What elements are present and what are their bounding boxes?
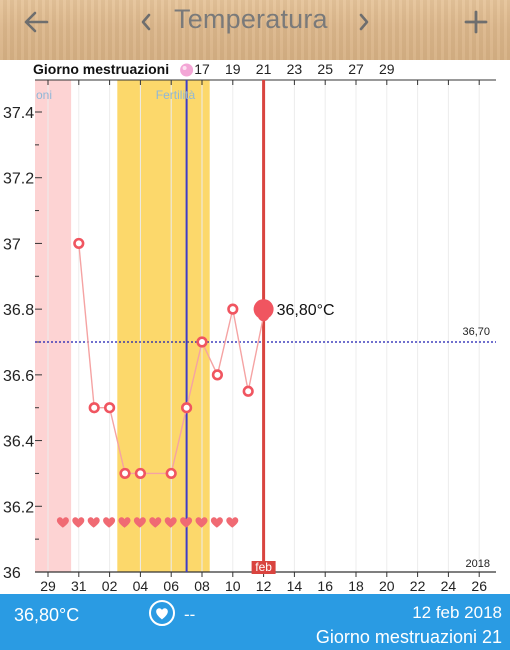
y-tick-label: 37 — [3, 236, 21, 253]
period-band-label: oni — [36, 88, 52, 102]
top-app-bar: Temperatura — [0, 0, 510, 60]
cycle-day-tick-label: 23 — [287, 61, 303, 77]
intercourse-heart-icon — [195, 517, 208, 528]
add-button[interactable] — [458, 0, 494, 44]
cycle-day-tick-label: 21 — [256, 61, 272, 77]
wood-texture — [0, 0, 510, 60]
current-temperature: 36,80°C — [14, 605, 80, 625]
y-tick-label: 36.2 — [3, 499, 34, 516]
x-tick-label: 18 — [348, 578, 364, 594]
chevron-right-icon — [359, 13, 369, 31]
temperature-point — [196, 336, 208, 348]
note-value: -- — [184, 605, 196, 624]
intercourse-heart-icon — [164, 517, 177, 528]
back-button[interactable] — [16, 0, 56, 44]
x-tick-label: 26 — [471, 578, 487, 594]
y-tick-label: 36.6 — [3, 368, 34, 385]
fertility-band-label: Fertilità — [156, 88, 196, 102]
x-tick-label: 16 — [317, 578, 333, 594]
plus-icon — [464, 10, 488, 34]
next-month-button[interactable] — [350, 0, 378, 44]
selected-point — [253, 299, 274, 320]
chevron-left-icon — [141, 13, 151, 31]
bottom-summary-bar[interactable]: 36,80°C -- 12 feb 2018 Giorno mestruazio… — [0, 594, 510, 650]
y-tick-label: 37.4 — [3, 105, 34, 122]
y-tick-label: 37.2 — [3, 171, 34, 188]
y-tick-label: 36.4 — [3, 434, 34, 451]
intercourse-heart-icon — [210, 517, 223, 528]
temperature-point — [134, 467, 146, 480]
intercourse-heart-icon — [149, 517, 162, 528]
x-tick-label: 14 — [287, 578, 303, 594]
y-tick-label: 36 — [3, 565, 21, 582]
intercourse-heart-icon — [133, 517, 146, 528]
cycle-day: Giorno mestruazioni 21 — [315, 627, 502, 647]
x-tick-label: 12 — [256, 578, 272, 594]
x-tick-label: 22 — [410, 578, 426, 594]
selected-date: 12 feb 2018 — [412, 603, 502, 622]
x-tick-label: 24 — [441, 578, 457, 594]
intercourse-heart-icon — [180, 517, 193, 528]
x-tick-label: 31 — [71, 578, 87, 594]
month-label: feb — [255, 560, 272, 574]
x-tick-label: 10 — [225, 578, 241, 594]
intercourse-toggle[interactable] — [149, 600, 175, 626]
cycle-day-tick-label: 25 — [317, 61, 333, 77]
fertility-band — [117, 80, 210, 572]
x-tick-label: 04 — [133, 578, 149, 594]
year-label: 2018 — [466, 558, 490, 570]
heart-icon — [156, 607, 168, 619]
temperature-point — [211, 369, 223, 381]
cycle-day-tick-label: 27 — [348, 61, 364, 77]
cycle-day-tick-label: 29 — [379, 61, 395, 77]
temperature-point — [242, 385, 254, 397]
intercourse-heart-icon — [87, 517, 100, 528]
intercourse-heart-icon — [118, 517, 131, 528]
x-tick-label: 02 — [102, 578, 118, 594]
coverline-label: 36,70 — [462, 326, 490, 338]
temperature-point — [88, 402, 100, 414]
temperature-point — [165, 467, 177, 480]
x-tick-label: 20 — [379, 578, 395, 594]
y-tick-label: 36.8 — [3, 302, 34, 319]
cycle-label: Giorno mestruazioni — [33, 61, 169, 77]
month-badge — [251, 561, 276, 574]
arrow-left-icon — [24, 11, 49, 33]
x-tick-label: 08 — [194, 578, 210, 594]
period-band — [35, 80, 72, 572]
temperature-point — [181, 402, 193, 414]
x-tick-label: 06 — [163, 578, 179, 594]
cycle-day-tick-label: 17 — [194, 61, 210, 77]
temperature-point — [103, 402, 116, 414]
x-tick-label: 29 — [40, 578, 56, 594]
intercourse-heart-icon — [72, 517, 85, 528]
period-drop-highlight — [182, 66, 187, 70]
period-drop-icon — [180, 63, 194, 77]
intercourse-heart-icon — [56, 517, 69, 528]
temperature-point — [73, 237, 85, 250]
previous-month-button[interactable] — [132, 0, 160, 44]
intercourse-heart-icon — [226, 517, 239, 528]
page-title: Temperatura — [174, 4, 328, 34]
cycle-day-tick-label: 19 — [225, 61, 241, 77]
temperature-chart[interactable]: 36 36.2 36.4 36.6 36.8 37 37.2 37.4 29 31 02 04 06 08… — [0, 60, 510, 594]
selected-value-label: 36,80°C — [277, 302, 335, 319]
temperature-point — [227, 303, 239, 315]
temperature-point — [119, 467, 131, 480]
intercourse-heart-icon — [103, 517, 116, 528]
